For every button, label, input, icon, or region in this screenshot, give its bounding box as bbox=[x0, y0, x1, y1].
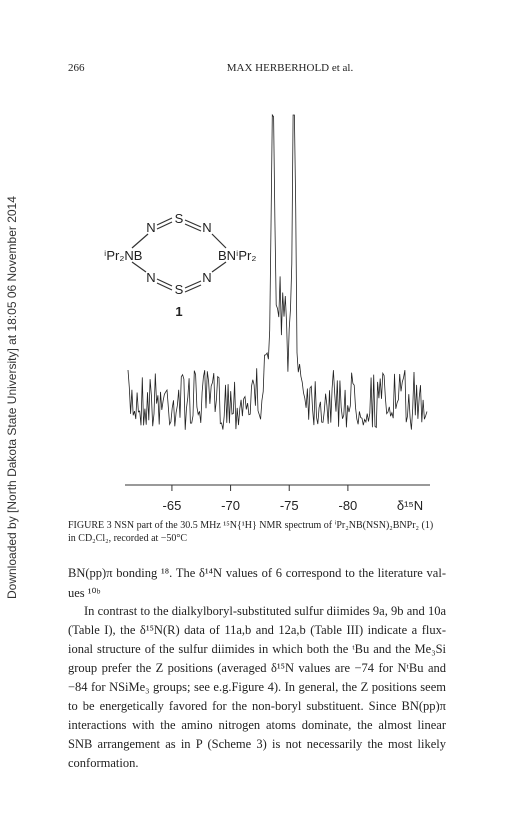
figure-caption: in CD₂Cl₂, recorded at −50°C bbox=[68, 533, 188, 544]
spectrum-trace bbox=[127, 113, 428, 430]
text-line: −84 for NSiMe₃ groups; see e.g.Figure 4)… bbox=[68, 680, 446, 694]
text-line: ues ¹⁰ᵇ bbox=[68, 586, 101, 600]
group-label: BNⁱPr₂ bbox=[218, 248, 256, 263]
x-axis-label: δ¹⁵N bbox=[397, 498, 423, 513]
x-tick-label: -65 bbox=[163, 498, 182, 513]
x-tick-label: -70 bbox=[221, 498, 240, 513]
structure-bonds bbox=[131, 217, 227, 293]
x-tick-label: -75 bbox=[280, 498, 299, 513]
text-line: (Table I), the δ¹⁵N(R) data of 11a,b and… bbox=[68, 623, 446, 637]
group-label: ⁱPr₂NB bbox=[104, 248, 142, 263]
page-number: 266 bbox=[68, 62, 85, 74]
text-line: SNB arrangement as in P (Scheme 3) is no… bbox=[68, 737, 446, 751]
x-tick-label: -80 bbox=[338, 498, 357, 513]
text-line: In contrast to the dialkylboryl-substitu… bbox=[84, 604, 446, 618]
text-line: to be energetically favored for the non-… bbox=[68, 699, 446, 713]
atom-label: S bbox=[175, 211, 184, 226]
text-line: group prefer the Z positions (averaged δ… bbox=[68, 661, 446, 675]
figure-caption: FIGURE 3 NSN part of the 30.5 MHz ¹⁵N{¹H… bbox=[68, 520, 434, 531]
compound-number: 1 bbox=[175, 304, 182, 319]
text-line: ional structure of the sulfur diimides i… bbox=[68, 642, 446, 656]
text-line: conformation. bbox=[68, 756, 139, 770]
text-line: BN(pp)π bonding ¹⁸. The δ¹⁴N values of 6… bbox=[68, 566, 446, 580]
text-line: interactions with the amino nitrogen ato… bbox=[68, 718, 446, 732]
atom-label: S bbox=[175, 282, 184, 297]
atom-label: N bbox=[202, 270, 211, 285]
running-title: MAX HERBERHOLD et al. bbox=[226, 62, 354, 74]
atom-label: N bbox=[202, 220, 211, 235]
atom-label: N bbox=[146, 270, 155, 285]
atom-label: N bbox=[146, 220, 155, 235]
